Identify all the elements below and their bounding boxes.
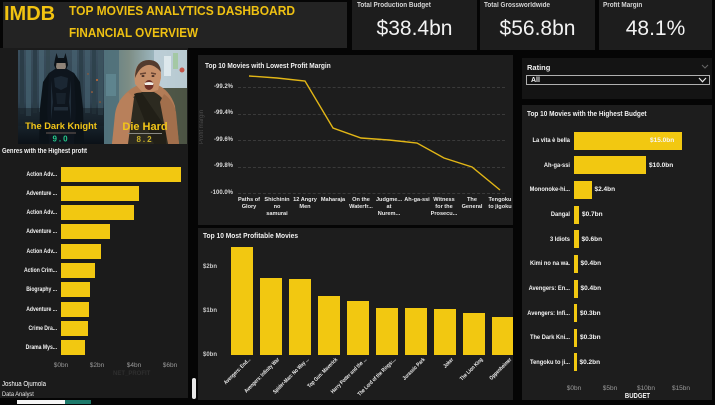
svg-text:9.0: 9.0 xyxy=(52,135,69,144)
svg-text:The Dark Knight: The Dark Knight xyxy=(25,121,97,131)
svg-text:Die Hard: Die Hard xyxy=(122,121,167,133)
svg-text:8.2: 8.2 xyxy=(136,135,153,144)
